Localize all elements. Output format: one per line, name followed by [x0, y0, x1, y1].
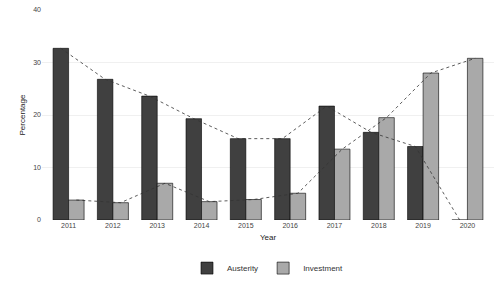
svg-text:Year: Year [260, 233, 277, 242]
svg-text:10: 10 [33, 164, 41, 171]
svg-text:Austerity: Austerity [227, 264, 258, 273]
svg-text:Investment: Investment [303, 264, 343, 273]
svg-text:2012: 2012 [105, 222, 121, 229]
svg-text:2016: 2016 [282, 222, 298, 229]
svg-text:40: 40 [33, 6, 41, 13]
svg-text:30: 30 [33, 59, 41, 66]
svg-text:2020: 2020 [460, 222, 476, 229]
svg-text:2013: 2013 [149, 222, 165, 229]
svg-text:2014: 2014 [194, 222, 210, 229]
svg-text:0: 0 [37, 216, 41, 223]
svg-text:Percentage: Percentage [18, 94, 27, 135]
svg-text:20: 20 [33, 111, 41, 118]
svg-text:2015: 2015 [238, 222, 254, 229]
svg-text:2019: 2019 [415, 222, 431, 229]
svg-text:2018: 2018 [371, 222, 387, 229]
svg-text:2011: 2011 [61, 222, 76, 229]
svg-text:2017: 2017 [327, 222, 343, 229]
